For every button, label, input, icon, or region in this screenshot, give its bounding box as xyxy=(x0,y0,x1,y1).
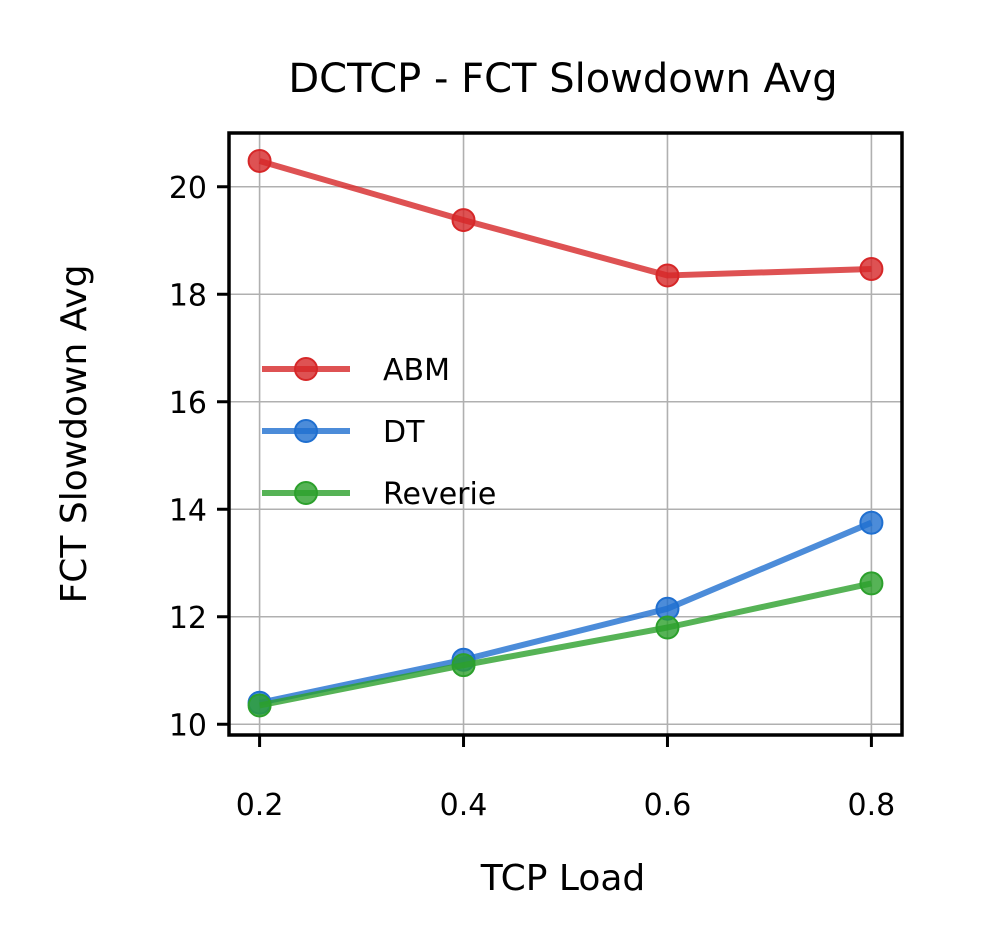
chart-title: DCTCP - FCT Slowdown Avg xyxy=(288,56,837,102)
data-point xyxy=(655,615,680,640)
legend-item: Reverie xyxy=(262,477,496,512)
data-point xyxy=(655,263,680,288)
y-tick-label: 20 xyxy=(169,171,207,206)
legend-marker xyxy=(294,419,318,443)
plot-series xyxy=(247,148,884,718)
legend-label: Reverie xyxy=(383,477,496,512)
y-tick-label: 14 xyxy=(169,493,207,528)
data-point xyxy=(247,148,272,173)
y-tick-label: 10 xyxy=(169,708,207,743)
data-point xyxy=(451,653,476,678)
plot-frame xyxy=(227,131,904,737)
y-tick-label: 18 xyxy=(169,278,207,313)
x-axis: 0.2 0.4 0.6 0.8 xyxy=(236,735,896,823)
legend-item: DT xyxy=(262,415,425,450)
series-abm xyxy=(247,148,884,288)
data-point xyxy=(247,693,272,718)
y-axis-label: FCT Slowdown Avg xyxy=(54,265,95,604)
x-tick-label: 0.8 xyxy=(848,788,896,823)
legend-marker xyxy=(294,481,318,505)
y-tick-label: 16 xyxy=(169,386,207,421)
grid xyxy=(229,133,902,735)
data-point xyxy=(859,510,884,535)
legend: ABM DT Reverie xyxy=(262,353,496,512)
series-line xyxy=(258,519,873,706)
series-line xyxy=(259,580,873,709)
x-tick-label: 0.6 xyxy=(644,788,692,823)
y-tick-label: 12 xyxy=(169,601,207,636)
series-dt xyxy=(247,510,884,715)
legend-item: ABM xyxy=(262,353,450,388)
x-tick-label: 0.2 xyxy=(236,788,284,823)
series-reverie xyxy=(247,571,884,718)
data-point xyxy=(859,256,884,281)
data-point xyxy=(451,208,476,233)
x-axis-label: TCP Load xyxy=(480,858,646,899)
legend-marker xyxy=(294,357,318,381)
series-line xyxy=(258,158,872,279)
x-tick-label: 0.4 xyxy=(440,788,488,823)
data-point xyxy=(859,571,884,596)
legend-label: DT xyxy=(383,415,425,450)
legend-label: ABM xyxy=(383,353,450,388)
y-axis: 10 12 14 16 18 20 xyxy=(169,171,229,743)
